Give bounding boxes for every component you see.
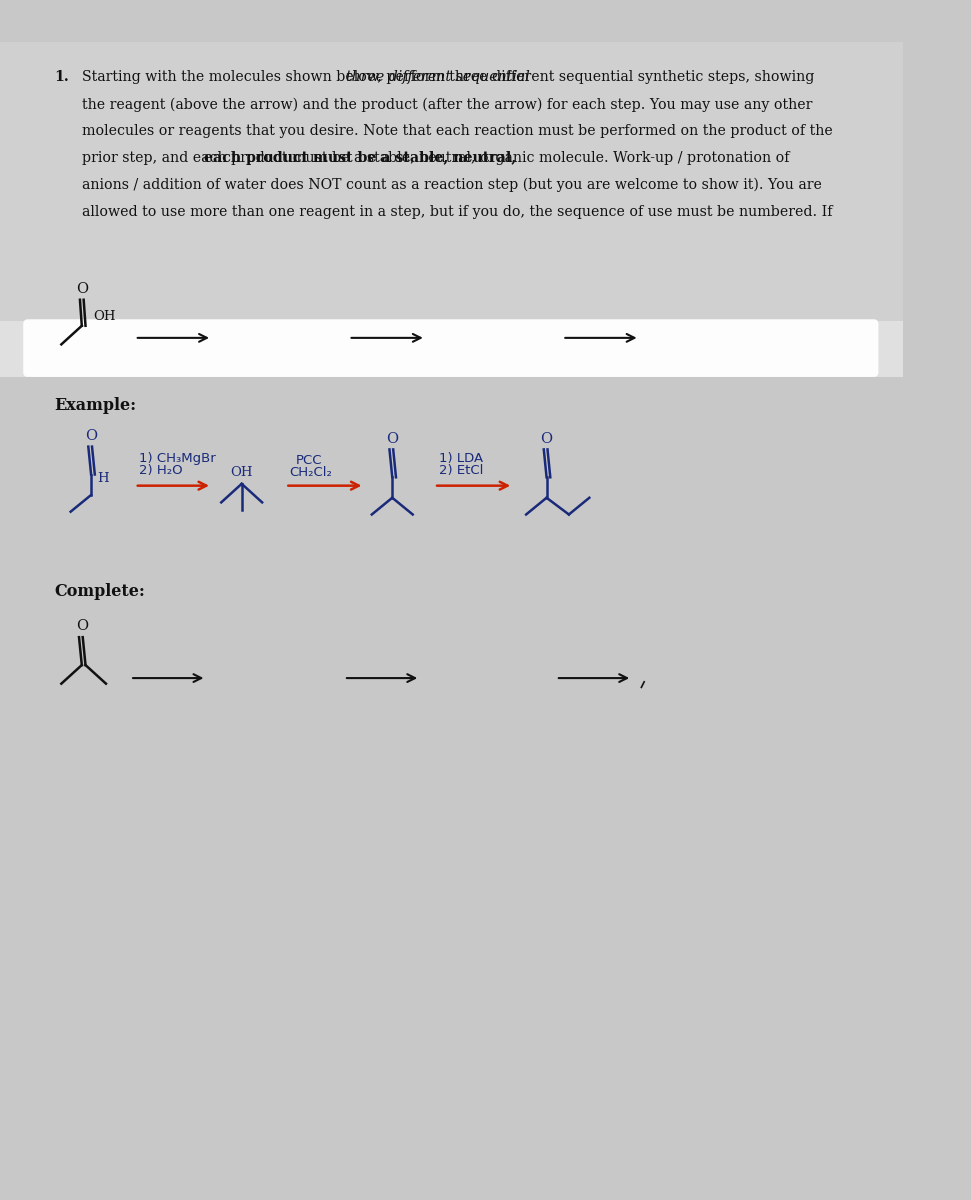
Text: three different sequential: three different sequential [346,70,529,84]
Text: PCC: PCC [295,454,322,467]
Text: O: O [76,619,87,634]
Text: O: O [541,432,552,445]
Text: OH: OH [93,310,116,323]
Bar [0,322,903,377]
FancyBboxPatch shape [23,319,879,377]
Text: 2) H₂O: 2) H₂O [140,464,184,478]
Text: Complete:: Complete: [54,583,145,600]
Text: the reagent (above the arrow) and the product (after the arrow) for each step. Y: the reagent (above the arrow) and the pr… [82,97,812,112]
Text: O: O [76,282,87,296]
Text: H: H [98,472,109,485]
Text: Example:: Example: [54,397,136,414]
Text: CH₂Cl₂: CH₂Cl₂ [289,466,332,479]
Text: 1.: 1. [54,70,69,84]
Text: OH: OH [230,466,252,479]
Text: O: O [386,432,398,445]
Text: each product must be a stable, neutral,: each product must be a stable, neutral, [204,151,516,166]
Bar [0,42,903,377]
Text: molecules or reagents that you desire. Note that each reaction must be performed: molecules or reagents that you desire. N… [82,124,832,138]
Text: Starting with the molecules shown below, perform three different sequential synt: Starting with the molecules shown below,… [82,70,814,84]
Text: allowed to use more than one reagent in a step, but if you do, the sequence of u: allowed to use more than one reagent in … [82,205,832,218]
Text: O: O [85,428,97,443]
Text: anions / addition of water does NOT count as a reaction step (but you are welcom: anions / addition of water does NOT coun… [82,178,821,192]
Text: prior step, and each product must be a stable, neutral, organic molecule. Work-u: prior step, and each product must be a s… [82,151,789,166]
Text: 1) LDA: 1) LDA [439,452,483,466]
Text: 2) EtCl: 2) EtCl [439,464,484,478]
Text: 1) CH₃MgBr: 1) CH₃MgBr [140,452,217,466]
